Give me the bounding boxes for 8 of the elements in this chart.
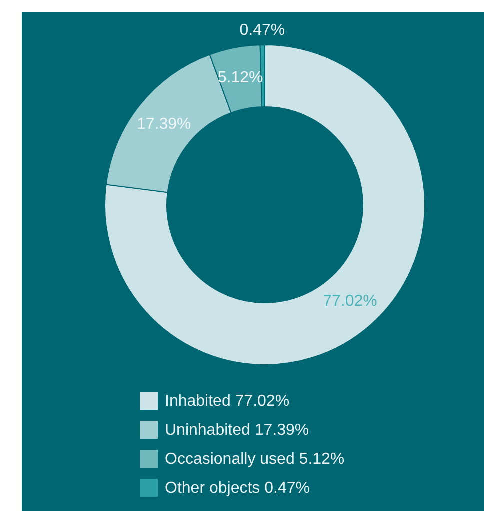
data-label: 77.02%	[323, 293, 378, 310]
legend-label: Occasionally used 5.12%	[165, 451, 345, 468]
legend-label: Uninhabited 17.39%	[165, 422, 310, 440]
legend-label: Inhabited 77.02%	[165, 393, 290, 410]
data-label: 17.39%	[137, 116, 192, 133]
legend-label: Other objects 0.47%	[165, 480, 310, 498]
donut-slice	[104, 44, 426, 366]
data-label: 0.47%	[240, 22, 286, 40]
